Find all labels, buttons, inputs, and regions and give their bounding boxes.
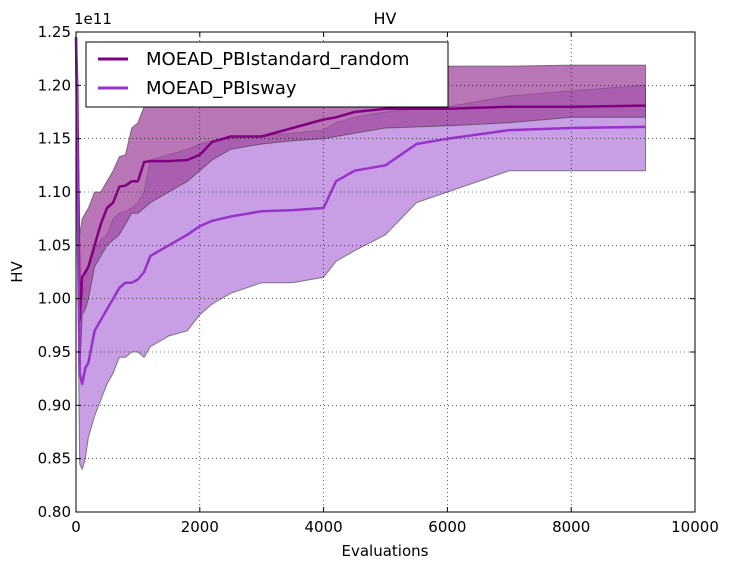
y-tick-label: 0.85 [38,450,71,468]
x-tick-label: 8000 [552,518,590,536]
series-lines [74,37,646,386]
x-tick-label: 4000 [305,518,343,536]
x-axis-ticks: 0 2000 4000 6000 8000 10000 [71,32,719,536]
y-tick-label: 1.05 [38,236,71,254]
y-tick-label: 0.95 [38,343,71,361]
x-tick-label: 6000 [428,518,466,536]
x-tick-label: 0 [71,518,81,536]
y-tick-label: 0.90 [38,396,71,414]
y-axis-label: HV [8,260,26,282]
plot-frame [75,31,696,513]
legend-label-sway: MOEAD_PBIsway [146,78,297,99]
x-tick-label: 2000 [181,518,219,536]
legend: MOEAD_PBIstandard_random MOEAD_PBIsway [85,41,449,108]
y-tick-label: 0.80 [38,503,71,521]
legend-label-standard-random: MOEAD_PBIstandard_random [146,49,409,70]
y-tick-label: 1.20 [38,76,71,94]
y-tick-label: 1.00 [38,290,71,308]
y-multiplier-label: 1e11 [74,10,112,28]
y-tick-label: 1.10 [38,183,71,201]
x-tick-label: 10000 [671,518,719,536]
legend-box [85,41,449,108]
grid-lines [76,32,695,512]
band-0 [75,31,646,374]
y-tick-label: 1.25 [38,23,71,41]
x-axis-label: Evaluations [342,542,429,560]
y-tick-label: 1.15 [38,130,71,148]
series-line-0 [74,37,646,322]
series-line-1 [74,37,646,386]
chart-title: HV [374,9,397,28]
y-axis-ticks: 0.80 0.85 0.90 0.95 1.00 1.05 1.10 1.15 1.20 1.25 [38,23,695,521]
